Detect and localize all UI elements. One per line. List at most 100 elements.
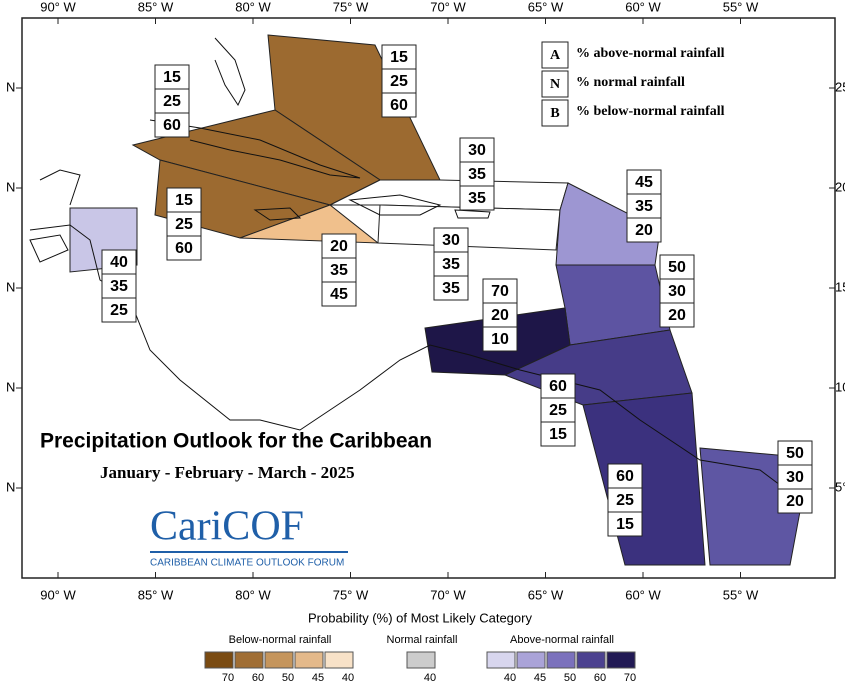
probability-cell	[777, 464, 813, 490]
probability-value: 35	[330, 262, 348, 279]
legend-label: 60	[252, 672, 264, 684]
probability-cell	[482, 302, 518, 328]
longitude-label: 85° W	[138, 587, 174, 602]
probability-value: 30	[442, 232, 460, 249]
probability-cell	[626, 193, 662, 219]
legend-label: 70	[222, 672, 234, 684]
probability-cell	[166, 235, 202, 261]
probability-value: 50	[668, 259, 686, 276]
probability-value: 15	[390, 49, 408, 66]
key-box	[541, 70, 569, 98]
key-text: % normal rainfall	[576, 75, 685, 90]
legend-label: 40	[504, 672, 516, 684]
probability-cell	[166, 211, 202, 237]
probability-value: 35	[635, 198, 653, 215]
legend-group-name: Normal rainfall	[387, 634, 458, 646]
probability-cell	[154, 112, 190, 138]
probability-value: 20	[635, 222, 653, 239]
key-text: % above-normal rainfall	[576, 46, 725, 61]
probability-cell	[540, 373, 576, 399]
legend-title: Probability (%) of Most Likely Category	[308, 610, 532, 625]
latitude-hemisphere: N	[6, 179, 15, 194]
legend-label: 40	[342, 672, 354, 684]
legend-label: 45	[534, 672, 546, 684]
probability-value: 15	[175, 192, 193, 209]
probability-value: 30	[468, 142, 486, 159]
probability-value: 45	[330, 286, 348, 303]
longitude-label: 60° W	[625, 0, 661, 14]
probability-cell	[381, 44, 417, 70]
probability-cell	[659, 302, 695, 328]
latitude-hemisphere: N	[6, 379, 15, 394]
longitude-label: 75° W	[333, 587, 369, 602]
probability-value: 25	[110, 302, 128, 319]
longitude-label: 85° W	[138, 0, 174, 14]
probability-value: 15	[549, 426, 567, 443]
key-text: % below-normal rainfall	[576, 104, 725, 119]
latitude-hemisphere: N	[6, 79, 15, 94]
legend-swatch	[264, 651, 294, 669]
legend-swatch	[294, 651, 324, 669]
longitude-label: 70° W	[430, 587, 466, 602]
legend-swatch	[516, 651, 546, 669]
probability-value: 25	[549, 402, 567, 419]
probability-value: 70	[491, 283, 509, 300]
probability-value: 35	[110, 278, 128, 295]
probability-value: 25	[616, 492, 634, 509]
probability-value: 60	[390, 97, 408, 114]
longitude-label: 65° W	[528, 0, 564, 14]
longitude-label: 75° W	[333, 0, 369, 14]
latitude-hemisphere: N	[6, 279, 15, 294]
probability-value: 20	[491, 307, 509, 324]
key-letter: A	[550, 48, 561, 63]
legend-swatch	[406, 651, 436, 669]
probability-cell	[777, 488, 813, 514]
probability-value: 60	[616, 468, 634, 485]
probability-value: 50	[786, 445, 804, 462]
probability-value: 15	[616, 516, 634, 533]
probability-cell	[321, 233, 357, 259]
latitude-label: 10	[835, 379, 845, 394]
probability-value: 25	[390, 73, 408, 90]
probability-value: 35	[442, 256, 460, 273]
probability-cell	[433, 275, 469, 301]
probability-value: 60	[163, 117, 181, 134]
probability-cell	[626, 169, 662, 195]
longitude-label: 55° W	[723, 587, 759, 602]
probability-value: 35	[468, 190, 486, 207]
legend-label: 45	[312, 672, 324, 684]
probability-cell	[321, 281, 357, 307]
legend-label: 50	[564, 672, 576, 684]
longitude-label: 65° W	[528, 587, 564, 602]
probability-value: 20	[668, 307, 686, 324]
legend-label: 40	[424, 672, 436, 684]
probability-cell	[381, 68, 417, 94]
legend-group-name: Below-normal rainfall	[229, 634, 332, 646]
legend-label: 60	[594, 672, 606, 684]
longitude-label: 55° W	[723, 0, 759, 14]
region	[377, 204, 561, 251]
key-box	[541, 99, 569, 127]
key-letter: B	[550, 106, 559, 121]
probability-cell	[101, 273, 137, 299]
key-letter: N	[550, 77, 560, 92]
probability-cell	[540, 397, 576, 423]
probability-cell	[626, 217, 662, 243]
probability-cell	[482, 326, 518, 352]
probability-value: 30	[786, 469, 804, 486]
probability-value: 40	[110, 254, 128, 271]
probability-cell	[777, 440, 813, 466]
probability-cell	[659, 278, 695, 304]
probability-value: 30	[668, 283, 686, 300]
logo-tagline: CARIBBEAN CLIMATE OUTLOOK FORUM	[150, 558, 344, 569]
latitude-label: 15	[835, 279, 845, 294]
probability-value: 25	[163, 93, 181, 110]
key-box	[541, 41, 569, 69]
probability-value: 20	[330, 238, 348, 255]
map-title: Precipitation Outlook for the Caribbean	[40, 430, 432, 453]
probability-cell	[459, 185, 495, 211]
legend-swatch	[234, 651, 264, 669]
probability-cell	[101, 297, 137, 323]
legend-group-name: Above-normal rainfall	[510, 634, 614, 646]
